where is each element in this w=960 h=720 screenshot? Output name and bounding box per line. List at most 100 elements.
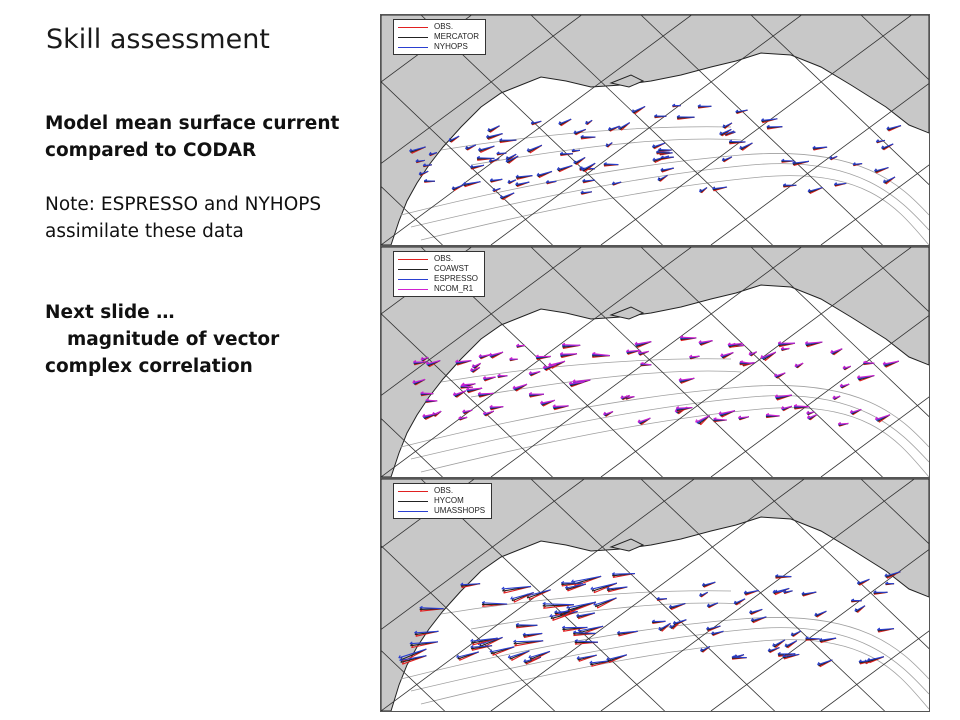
current-vector [460,385,473,388]
vector-arrowhead [549,613,553,617]
current-vector [850,408,862,414]
vector-arrowhead [748,351,751,355]
current-vector [814,610,827,617]
vector-arrowhead [422,163,426,166]
vector-arrowhead [568,381,572,385]
current-vector [536,170,553,177]
vector-arrowhead [706,626,709,630]
vector-arrowhead [680,335,684,338]
vector-arrowhead [515,182,518,186]
map-panel-mercator-nyhops: OBS. MERCATOR NYHOPS [380,14,930,246]
current-vector [470,645,493,648]
vector-arrowhead [579,166,583,169]
current-vector [794,362,804,367]
vector-arrowhead [477,147,481,151]
bathymetry-contour [470,602,742,630]
current-vector [852,163,863,166]
current-vector [775,575,792,578]
vector-arrowhead [674,408,678,412]
vector-arrowhead [478,354,482,357]
vector-arrowhead [832,395,835,399]
current-vector [727,342,743,346]
vector-arrowhead [592,352,596,355]
vector-arrowhead [482,375,486,379]
vector-arrowhead [409,148,412,152]
vector-arrowhead [858,659,862,663]
current-vector [660,167,674,171]
current-vector [830,348,843,354]
legend-swatch [398,510,428,512]
current-vector [477,157,495,159]
vector-arrowhead [522,632,526,636]
vector-arrowhead [425,398,429,401]
vector-arrowhead [772,589,776,593]
vector-arrowhead [807,188,811,192]
current-vector [806,411,815,414]
current-vector [637,417,651,423]
vector-arrowhead [496,151,500,155]
vector-arrowhead [412,379,415,383]
vector-arrowhead [774,589,778,593]
vector-arrowhead [695,419,698,423]
vector-arrowhead [562,342,566,346]
legend-swatch [398,288,428,290]
map-canvas [381,247,929,477]
vector-arrowhead [456,654,459,658]
vector-arrowhead [492,187,495,192]
current-vector [734,654,745,658]
current-vector [874,166,889,172]
vector-arrowhead [720,353,723,357]
current-vector [739,361,753,365]
vector-arrowhead [850,598,855,601]
current-vector [492,187,501,192]
vector-arrowhead [458,415,462,419]
current-vector [478,354,490,358]
current-vector [689,355,700,358]
vector-arrowhead [526,148,529,152]
vector-arrowhead [794,363,797,367]
current-vector [640,362,652,366]
current-vector [483,376,496,379]
current-vector [792,160,809,164]
vector-arrowhead [469,164,473,168]
vector-arrowhead [510,596,513,600]
vector-arrowhead [409,641,413,645]
vector-arrowhead [676,114,680,118]
vector-arrowhead [451,186,454,190]
map-legend: OBS. HYCOM UMASSHOPS [393,483,493,519]
vector-arrowhead [658,626,661,631]
vector-arrowhead [489,178,493,181]
bathymetry-contour [400,385,929,448]
current-vector [478,145,495,151]
current-vectors [409,103,902,201]
current-vector [652,155,669,161]
vector-arrowhead [485,134,489,138]
current-vector [423,164,432,167]
vector-arrowhead [465,145,468,150]
current-vector [398,648,427,659]
vector-arrowhead [602,411,606,415]
vector-arrowhead [660,155,664,159]
vector-arrowhead [512,385,515,389]
vector-arrowhead [656,596,660,600]
current-vector [775,394,792,398]
vector-arrowhead [873,590,877,593]
current-vector [713,418,727,421]
current-vector [418,170,429,176]
vector-arrowhead [814,612,817,616]
current-vector [854,605,866,612]
current-vector [719,128,732,135]
bathymetry-contour [470,370,742,398]
current-vector [680,336,697,339]
map-canvas [381,15,929,245]
current-vector [706,625,721,630]
vector-arrowhead [509,357,513,360]
current-vector [608,125,620,131]
vector-arrowhead [812,145,816,149]
current-vector [507,179,517,184]
current-vector [739,142,753,150]
current-vector [838,422,849,425]
current-vector [422,412,439,417]
current-vector [761,118,778,122]
bathymetry-contour [410,163,929,231]
